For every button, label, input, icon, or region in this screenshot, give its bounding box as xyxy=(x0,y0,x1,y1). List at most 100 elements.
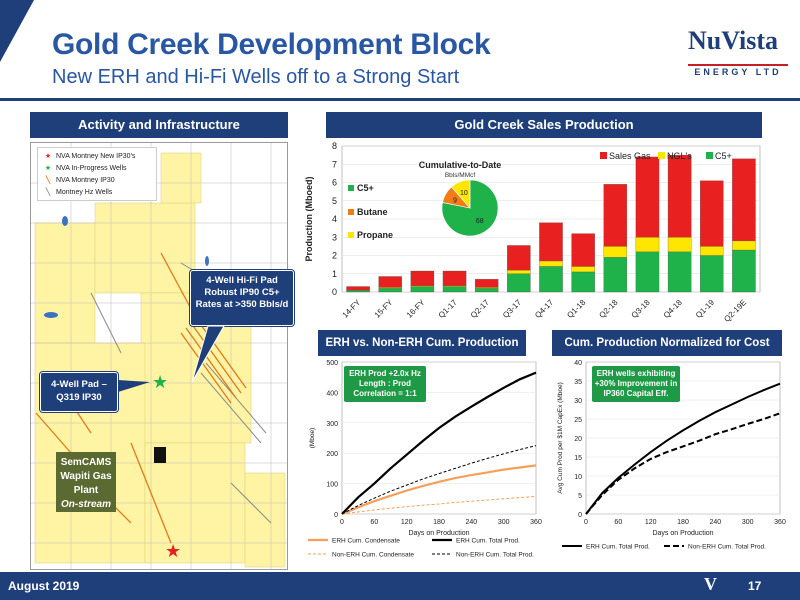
x-tick-label: 240 xyxy=(465,519,477,526)
x-tick-label: 180 xyxy=(677,519,689,526)
water-bodies xyxy=(44,216,209,318)
bar-segment-ngl-s xyxy=(507,269,531,274)
bar-segment-sales-gas xyxy=(474,279,499,288)
x-tick-label: Q1-18 xyxy=(565,297,587,319)
bar-segment-ngl-s xyxy=(700,246,724,256)
bar-segment-ngl-s xyxy=(667,237,692,253)
pie-value-label: 68 xyxy=(476,218,484,225)
y-tick-label: 25 xyxy=(574,417,582,424)
bar-segment-c5- xyxy=(603,257,628,293)
y-tick-label: 8 xyxy=(332,141,337,151)
pad-q319-callout: 4-Well Pad – Q319 IP30 xyxy=(40,372,118,412)
y-tick-label: 2 xyxy=(332,251,337,261)
pie-legend-swatch xyxy=(348,209,354,215)
legend-label: ERH Cum. Total Prod. xyxy=(586,544,650,551)
bar-segment-c5- xyxy=(442,286,467,293)
sales-chart-header: Gold Creek Sales Production xyxy=(326,112,762,138)
x-tick-label: 60 xyxy=(614,519,622,526)
x-tick-label: Q1-19 xyxy=(694,297,716,319)
x-tick-label: Q2-18 xyxy=(597,297,619,319)
plant-line-4: On-stream xyxy=(60,499,111,510)
bar-segment-ngl-s xyxy=(732,240,756,251)
bar-segment-ngl-s xyxy=(539,260,563,267)
legend-label: C5+ xyxy=(715,151,732,161)
plant-line-1: SemCAMS xyxy=(60,457,112,468)
x-tick-label: 0 xyxy=(584,519,588,526)
activity-panel-header: Activity and Infrastructure xyxy=(30,112,288,138)
x-tick-label: 300 xyxy=(742,519,754,526)
x-tick-label: 16-FY xyxy=(405,297,427,319)
y-tick-label: 6 xyxy=(332,178,337,188)
legend-label: Non-ERH Cum. Total Prod. xyxy=(688,544,766,551)
bar-segment-sales-gas xyxy=(378,276,402,288)
bar-segment-ngl-s xyxy=(635,237,660,253)
footer-bar xyxy=(0,572,800,600)
page-title: Gold Creek Development Block xyxy=(52,28,491,61)
bar-segment-c5- xyxy=(635,251,660,293)
legend-label: ERH Cum. Condensate xyxy=(332,538,400,545)
bar-segment-sales-gas xyxy=(732,158,756,242)
legend-label: Montney Hz Wells xyxy=(56,188,113,196)
y-tick-label: 5 xyxy=(332,196,337,206)
footer-logo-mark: V xyxy=(704,574,717,594)
legend-item-new-ip30: ★ NVA Montney New IP30's xyxy=(40,150,154,162)
y-tick-label: 30 xyxy=(574,398,582,405)
x-tick-label: 14-FY xyxy=(341,297,363,319)
x-tick-label: 240 xyxy=(709,519,721,526)
y-axis-label: Production (Mboed) xyxy=(304,177,314,262)
x-axis-label: Days on Production xyxy=(652,530,713,537)
y-tick-label: 7 xyxy=(332,159,337,169)
x-tick-label: 120 xyxy=(401,519,413,526)
green-star-icon: ★ xyxy=(152,372,168,392)
series-line-erh-cum-condensate xyxy=(341,464,537,516)
y-tick-label: 20 xyxy=(574,436,582,443)
legend-label: Sales Gas xyxy=(609,151,651,161)
bar-segment-sales-gas xyxy=(635,156,660,238)
series-line-erh-cum-total-prod- xyxy=(585,382,781,515)
y-tick-label: 1 xyxy=(332,269,337,279)
pad-callout-pointer xyxy=(118,380,150,392)
x-tick-label: 120 xyxy=(645,519,657,526)
x-tick-label: Q2-17 xyxy=(469,297,491,319)
red-star-icon: ★ xyxy=(165,541,181,561)
x-tick-label: 0 xyxy=(340,519,344,526)
pie-legend-swatch xyxy=(348,232,354,238)
bar-segment-sales-gas xyxy=(442,270,467,286)
plant-symbol xyxy=(154,447,166,463)
legend-label: NVA Montney IP30 xyxy=(56,176,115,184)
pie-legend-label: Propane xyxy=(357,230,393,240)
map-legend: ★ NVA Montney New IP30's ★ NVA In-Progress… xyxy=(37,147,157,201)
erh-chart-header: ERH vs. Non-ERH Cum. Production xyxy=(318,330,526,356)
legend-label: Non-ERH Cum. Condensate xyxy=(332,552,414,559)
y-axis-label: (Mboe) xyxy=(309,428,316,449)
sales-production-chart: 0 1 2 3 4 5 6 7 8 Production (Mboed) 14-FY 15-FY 16-… xyxy=(304,141,761,324)
bar-segment-c5- xyxy=(700,255,724,293)
logo-sub-text: ENERGY LTD xyxy=(688,64,788,78)
pie-subtitle: Bbls/MMcf xyxy=(445,172,476,179)
pie-legend-swatch xyxy=(348,185,354,191)
y-tick-label: 35 xyxy=(574,379,582,386)
pie-legend-label: C5+ xyxy=(357,183,374,193)
bar-segment-sales-gas xyxy=(410,270,435,286)
x-tick-label: Q1-17 xyxy=(437,297,459,319)
grey-line-icon: ╲ xyxy=(45,189,51,196)
bar-segment-c5- xyxy=(474,288,499,293)
logo-main-text: NuVista xyxy=(688,26,779,55)
bar-segment-sales-gas xyxy=(507,245,531,271)
y-tick-label: 4 xyxy=(332,214,337,224)
y-tick-label: 300 xyxy=(326,421,338,428)
bar-segment-c5- xyxy=(667,251,692,293)
x-tick-label: Q4-17 xyxy=(533,297,555,319)
bar-segment-sales-gas xyxy=(603,184,628,247)
plant-line-2: Wapiti Gas xyxy=(60,471,112,482)
cost-callout: ERH wells exhibiting +30% Improvement in… xyxy=(592,366,680,402)
y-tick-label: 0 xyxy=(334,512,338,519)
bar-segment-c5- xyxy=(507,273,531,293)
y-tick-label: 5 xyxy=(578,493,582,500)
x-tick-label: Q4-18 xyxy=(662,297,684,319)
bar-segment-sales-gas xyxy=(539,222,563,262)
header-rule xyxy=(0,98,800,101)
bar-segment-c5- xyxy=(732,249,756,293)
bar-segment-c5- xyxy=(346,290,370,293)
legend-item-in-progress: ★ NVA In-Progress Wells xyxy=(40,162,154,174)
